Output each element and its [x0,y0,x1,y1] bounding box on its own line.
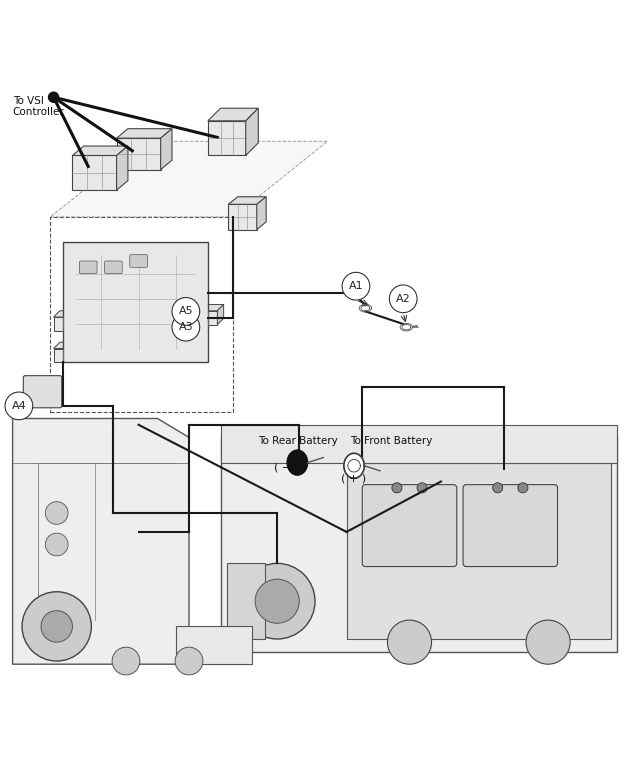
FancyBboxPatch shape [463,485,558,567]
Polygon shape [246,108,258,156]
Circle shape [172,313,200,341]
Text: ( − ): ( − ) [274,463,299,473]
Polygon shape [227,563,265,639]
Circle shape [493,483,503,493]
Polygon shape [220,425,617,463]
Polygon shape [287,450,307,475]
FancyBboxPatch shape [79,261,97,273]
Polygon shape [176,626,252,664]
FancyBboxPatch shape [105,261,122,273]
Circle shape [112,647,140,675]
Text: To VSI
Controller: To VSI Controller [13,96,64,118]
Polygon shape [344,454,364,478]
Polygon shape [198,311,217,324]
Polygon shape [208,108,258,121]
Polygon shape [228,197,266,204]
Polygon shape [63,242,208,361]
Polygon shape [117,146,128,190]
Polygon shape [72,146,128,156]
Polygon shape [72,156,117,190]
FancyBboxPatch shape [362,485,457,567]
Circle shape [45,502,68,524]
Circle shape [387,620,432,664]
Circle shape [526,620,570,664]
Circle shape [41,611,72,642]
FancyBboxPatch shape [23,375,62,408]
Circle shape [5,392,33,420]
Polygon shape [228,204,256,230]
Polygon shape [220,437,617,652]
FancyBboxPatch shape [130,255,147,267]
Polygon shape [50,142,328,217]
Text: A2: A2 [396,294,411,304]
Circle shape [45,533,68,556]
Text: A5: A5 [178,307,193,317]
Text: A3: A3 [178,322,193,332]
Polygon shape [54,317,72,331]
Polygon shape [346,463,611,639]
Text: ( + ): ( + ) [341,474,367,483]
Circle shape [389,285,417,313]
Polygon shape [256,197,266,230]
Circle shape [518,483,528,493]
Polygon shape [217,304,224,324]
Circle shape [22,592,91,661]
Circle shape [342,272,370,300]
Circle shape [392,483,402,493]
Polygon shape [54,311,79,317]
Polygon shape [13,419,189,664]
Circle shape [417,483,427,493]
Polygon shape [54,348,72,362]
Text: To Rear Battery: To Rear Battery [258,436,338,446]
Circle shape [49,92,59,102]
Text: A1: A1 [348,281,364,291]
Polygon shape [161,128,172,170]
Polygon shape [208,121,246,156]
Polygon shape [117,138,161,170]
Polygon shape [117,128,172,138]
Polygon shape [72,342,79,362]
Polygon shape [54,342,79,348]
Circle shape [172,297,200,325]
Text: A4: A4 [11,401,26,411]
Text: To Front Battery: To Front Battery [350,436,432,446]
Circle shape [239,563,315,639]
Polygon shape [198,304,224,311]
Polygon shape [72,311,79,331]
Circle shape [175,647,203,675]
Circle shape [255,579,299,623]
